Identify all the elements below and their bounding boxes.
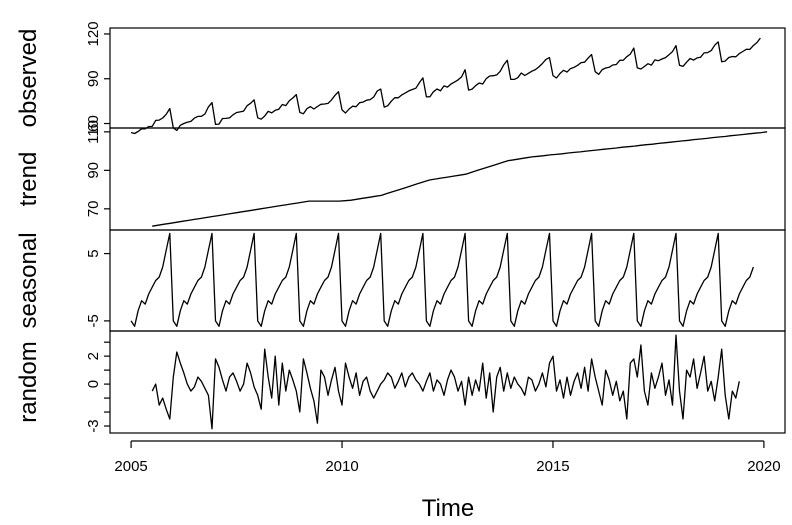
y-tick-label-observed: 90 [85, 70, 102, 87]
panel-frame-observed [109, 27, 786, 129]
y-tick-label-observed: 120 [85, 21, 102, 46]
x-tick-label: 2005 [114, 458, 147, 475]
y-tick-label-trend: 90 [85, 162, 102, 179]
x-tick-label: 2020 [747, 458, 780, 475]
x-tick-label: 2015 [536, 458, 569, 475]
panel-label-observed: observed [15, 29, 42, 128]
panel-frame-random [109, 330, 786, 434]
x-axis-title: Time [422, 495, 474, 522]
panel-observed: 60 90 120 observed [15, 21, 786, 135]
y-tick-label-observed: 60 [85, 115, 102, 132]
y-tick-label-random: -3 [85, 419, 102, 432]
series-line-observed [130, 37, 761, 135]
x-axis: 2005 2010 2015 2020 [114, 440, 781, 475]
series-line-seasonal [130, 232, 755, 327]
panel-frame-seasonal [109, 229, 786, 332]
panel-random: -3 0 2 random [15, 330, 786, 434]
y-tick-label-seasonal: -5 [85, 314, 102, 327]
panel-label-trend: trend [15, 152, 42, 207]
panel-frame-trend [109, 127, 786, 231]
y-tick-label-trend: 70 [85, 200, 102, 217]
panel-label-seasonal: seasonal [15, 232, 42, 328]
series-line-trend [152, 131, 768, 227]
y-tick-label-random: 2 [85, 352, 102, 360]
series-line-random [151, 334, 740, 430]
y-tick-label-trend: 110 [85, 120, 102, 144]
panel-seasonal: -5 5 seasonal [15, 229, 786, 332]
x-tick-label: 2010 [325, 458, 358, 475]
y-tick-label-random: 0 [85, 380, 102, 388]
panel-trend: 70 90 110 trend [15, 120, 786, 231]
y-tick-label-seasonal: 5 [85, 249, 102, 257]
panels: 6090120observed7090110trend-55seasonal-3… [15, 21, 786, 434]
panel-label-random: random [15, 341, 42, 422]
